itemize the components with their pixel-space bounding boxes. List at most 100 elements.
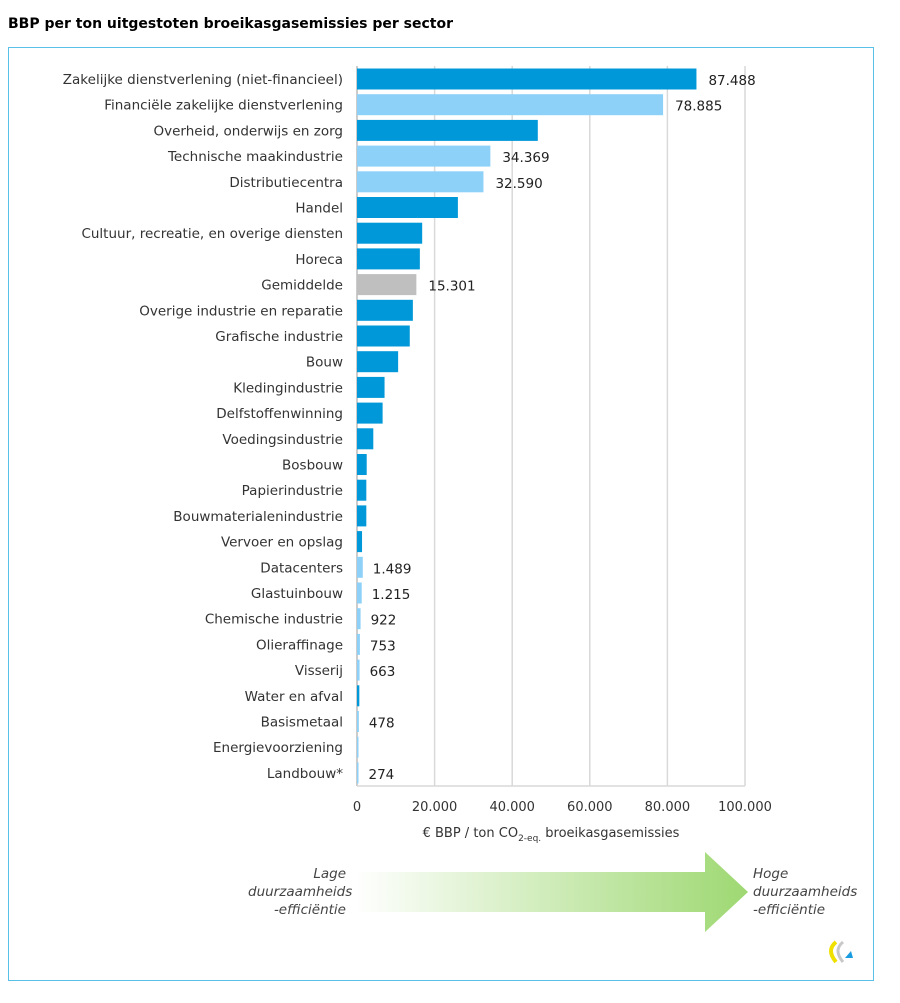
data-label: 78.885 bbox=[675, 99, 722, 115]
bar bbox=[357, 299, 413, 321]
bar bbox=[357, 454, 367, 475]
chart-title: BBP per ton uitgestoten broeikasgasemiss… bbox=[8, 16, 453, 32]
category-label: Basismetaal bbox=[261, 715, 343, 731]
bar bbox=[357, 68, 697, 90]
bar bbox=[357, 376, 385, 398]
bar-group: Overige industrie en reparatie bbox=[139, 299, 413, 321]
bar bbox=[357, 94, 664, 116]
bar bbox=[357, 428, 374, 450]
x-tick-label: 80.000 bbox=[645, 800, 691, 815]
bar bbox=[357, 248, 420, 270]
bar-group: Delfstoffenwinning bbox=[216, 402, 383, 424]
bar bbox=[357, 171, 484, 193]
high-efficiency-label: Hoge duurzaamheids -efficiëntie bbox=[753, 866, 858, 918]
bar bbox=[357, 633, 360, 655]
category-label: Overheid, onderwijs en zorg bbox=[154, 123, 344, 139]
bar-group: Glastuinbouw 1.215 bbox=[251, 582, 411, 604]
category-label: Distributiecentra bbox=[229, 175, 343, 191]
bar-group: Bouwmaterialenindustrie bbox=[173, 505, 367, 527]
bar-group: Datacenters 1.489 bbox=[260, 556, 412, 578]
category-label: Overige industrie en reparatie bbox=[139, 303, 343, 319]
category-label: Technische maakindustrie bbox=[167, 149, 343, 165]
category-label: Papierindustrie bbox=[242, 483, 343, 499]
bar bbox=[357, 505, 367, 527]
data-label: 15.301 bbox=[428, 279, 475, 295]
bar bbox=[357, 479, 367, 501]
category-label: Water en afval bbox=[245, 689, 343, 705]
category-label: Handel bbox=[295, 201, 343, 217]
data-label: 34.369 bbox=[502, 150, 549, 166]
chart-frame bbox=[8, 47, 874, 981]
x-tick-label: 20.000 bbox=[412, 800, 458, 815]
bar-group: Basismetaal 478 bbox=[261, 711, 395, 732]
category-label: Landbouw* bbox=[267, 766, 343, 782]
bar bbox=[357, 762, 359, 784]
bar bbox=[357, 274, 417, 296]
bar-group: Technische maakindustrie 34.369 bbox=[167, 145, 550, 167]
bar bbox=[357, 659, 360, 681]
category-label: Horeca bbox=[295, 252, 343, 268]
bar bbox=[357, 556, 363, 578]
bar-group: Voedingsindustrie bbox=[222, 428, 374, 450]
category-label: Gemiddelde bbox=[261, 278, 343, 294]
data-label: 1.215 bbox=[372, 587, 411, 603]
category-label: Datacenters bbox=[260, 560, 343, 576]
bar-group: Distributiecentra 32.590 bbox=[229, 171, 543, 193]
bar bbox=[357, 608, 361, 630]
data-label: 1.489 bbox=[373, 561, 412, 577]
bar-group: Zakelijke dienstverlening (niet-financie… bbox=[63, 68, 756, 90]
data-label: 922 bbox=[371, 613, 397, 629]
category-label: Olieraffinage bbox=[256, 637, 343, 653]
category-label: Kledingindustrie bbox=[233, 380, 343, 396]
bar bbox=[357, 711, 359, 732]
bar bbox=[357, 325, 410, 347]
category-label: Cultuur, recreatie, en overige diensten bbox=[81, 226, 343, 242]
bar bbox=[357, 119, 538, 141]
bar bbox=[357, 197, 458, 218]
x-tick-label: 40.000 bbox=[489, 800, 535, 815]
bar-group: Water en afval bbox=[245, 685, 360, 707]
bar-group: Landbouw* 274 bbox=[267, 762, 395, 784]
bar bbox=[357, 402, 383, 424]
bar-group: Vervoer en opslag bbox=[221, 531, 363, 553]
x-tick-label: 100.000 bbox=[718, 800, 772, 815]
data-label: 87.488 bbox=[708, 73, 755, 89]
bar-group: Cultuur, recreatie, en overige diensten bbox=[81, 222, 423, 244]
bar-group: Overheid, onderwijs en zorg bbox=[154, 119, 538, 141]
category-label: Grafische industrie bbox=[215, 329, 343, 345]
data-label: 274 bbox=[369, 767, 395, 783]
bar-group: Bouw bbox=[306, 351, 399, 373]
data-label: 753 bbox=[370, 638, 396, 654]
bar-group: Horeca bbox=[295, 248, 420, 270]
bar-group: Bosbouw bbox=[282, 454, 367, 475]
category-label: Visserij bbox=[295, 663, 343, 679]
bar-group: Visserij 663 bbox=[295, 659, 395, 681]
efficiency-arrow bbox=[355, 852, 748, 932]
logo bbox=[829, 940, 853, 964]
bar-group: Gemiddelde 15.301 bbox=[261, 274, 476, 296]
bar bbox=[357, 736, 359, 758]
bar bbox=[357, 222, 423, 244]
category-label: Zakelijke dienstverlening (niet-financie… bbox=[63, 72, 343, 88]
category-label: Energievoorziening bbox=[213, 740, 343, 756]
x-axis-label: € BBP / ton CO2-eq. broeikasgasemissies bbox=[423, 826, 680, 844]
category-label: Delfstoffenwinning bbox=[216, 406, 343, 422]
bar-group: Kledingindustrie bbox=[233, 376, 385, 398]
category-label: Chemische industrie bbox=[205, 612, 343, 628]
bar bbox=[357, 582, 362, 604]
bar-group: Chemische industrie 922 bbox=[205, 608, 397, 630]
bar bbox=[357, 145, 491, 167]
bar bbox=[357, 685, 360, 707]
bar bbox=[357, 531, 363, 553]
category-label: Voedingsindustrie bbox=[222, 432, 343, 448]
category-label: Bosbouw bbox=[282, 458, 343, 474]
category-label: Glastuinbouw bbox=[251, 586, 343, 602]
category-label: Bouwmaterialenindustrie bbox=[173, 509, 343, 525]
bar-group: Financiële zakelijke dienstverlening 78.8… bbox=[104, 94, 722, 116]
bar bbox=[357, 351, 399, 373]
low-efficiency-label: Lage duurzaamheids -efficiëntie bbox=[248, 866, 353, 918]
x-tick-label: 0 bbox=[353, 800, 361, 815]
bar-group: Olieraffinage 753 bbox=[256, 633, 396, 655]
category-label: Vervoer en opslag bbox=[221, 535, 343, 551]
